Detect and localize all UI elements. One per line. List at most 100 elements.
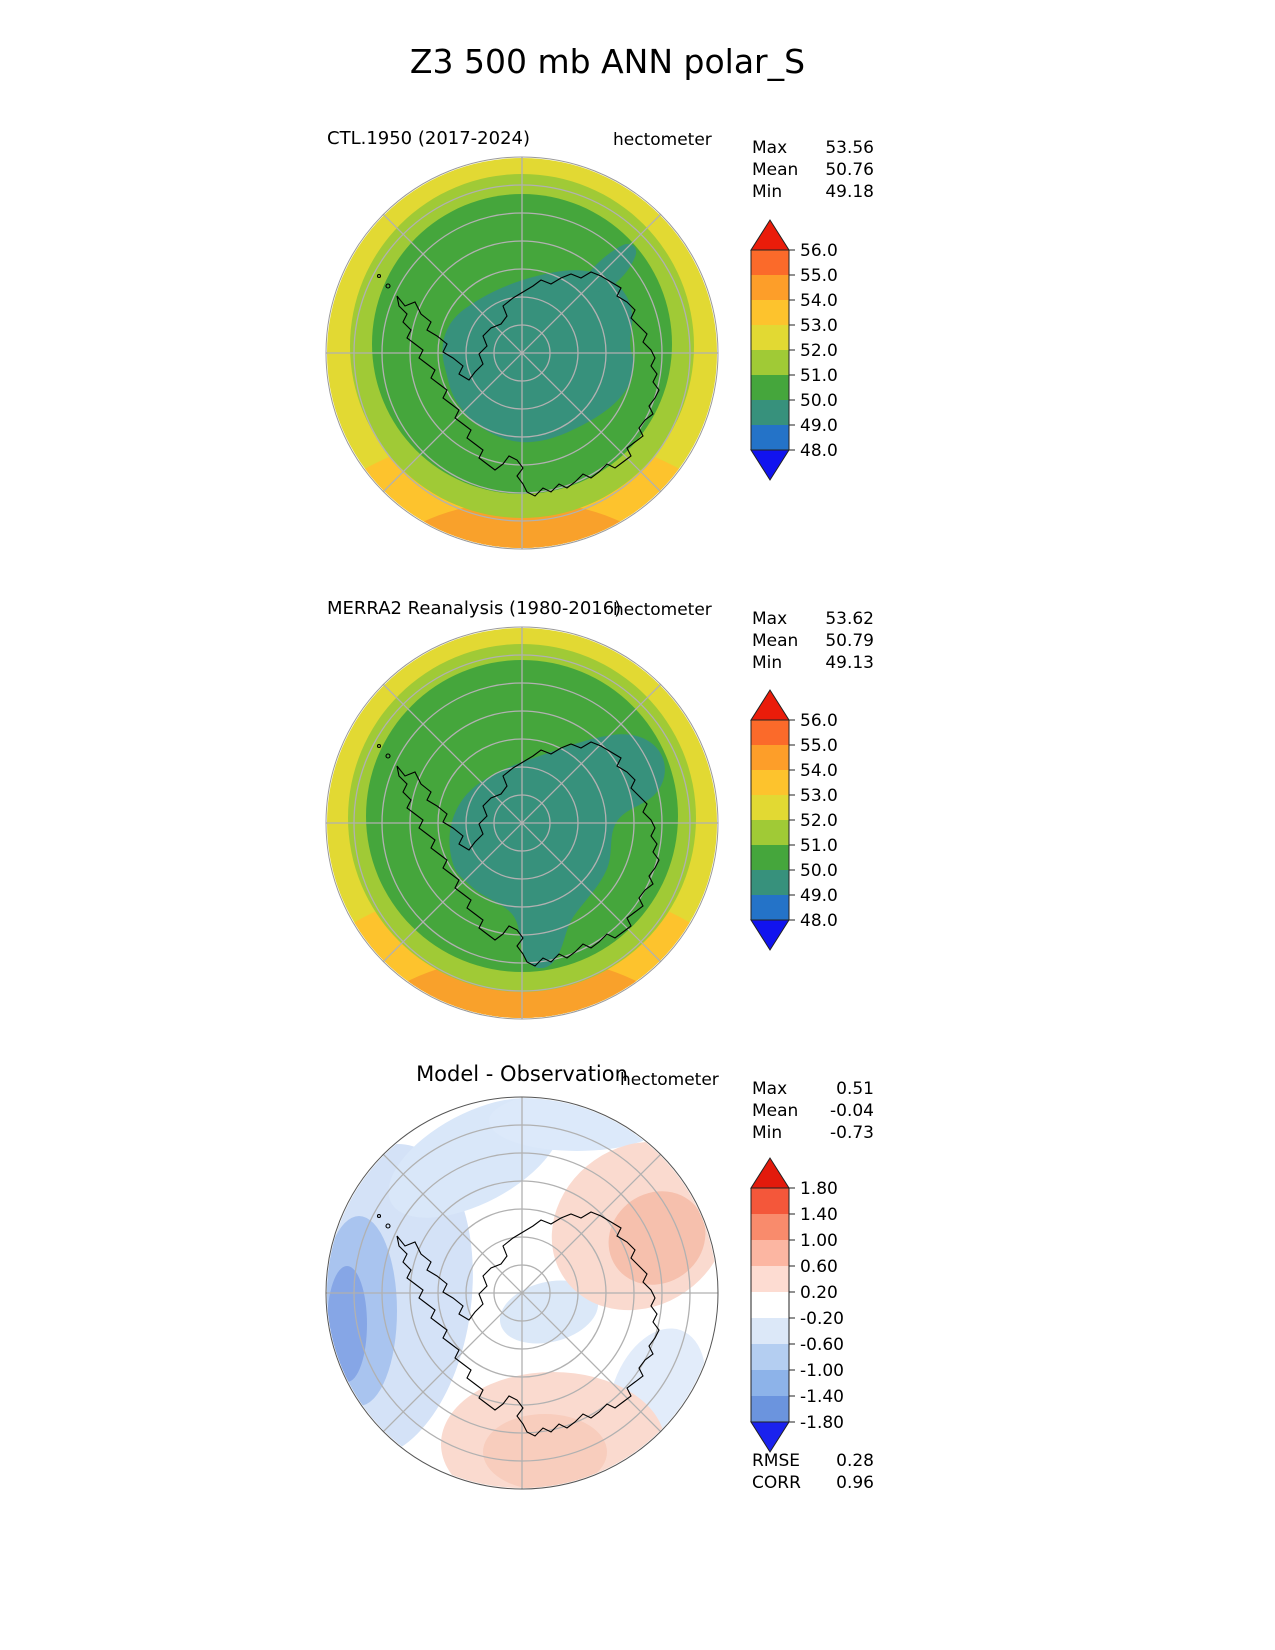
- stat-value: 49.13: [825, 653, 874, 673]
- colorbar-observation: 56.0 55.0 54.0 53.0 52.0 51.0 50.0 49.0 48.0: [750, 689, 862, 956]
- colorbar-band: [751, 400, 789, 425]
- stat-label: Min: [752, 182, 783, 202]
- panel-diff-title: Model - Observation: [416, 1062, 628, 1086]
- stats-block-observation: Max 53.62 Mean 50.79 Min 49.13: [752, 608, 874, 674]
- stat-value: 49.18: [825, 182, 874, 202]
- panel-obs-units: hectometer: [613, 600, 712, 620]
- stat-label: Min: [752, 653, 783, 673]
- colorbar-under-arrow: [750, 919, 790, 951]
- colorbar-band: [751, 425, 789, 450]
- colorbar-tick-label: 1.40: [800, 1205, 838, 1225]
- colorbar-tick-label: 0.60: [800, 1257, 838, 1277]
- metric-value: 0.28: [836, 1451, 874, 1471]
- stat-row: Min 49.13: [752, 652, 874, 674]
- stat-value: 0.51: [836, 1079, 874, 1099]
- stat-value: -0.73: [830, 1123, 874, 1143]
- metric-label: CORR: [752, 1473, 801, 1493]
- colorbar-band: [751, 325, 789, 350]
- colorbar-band: [751, 1240, 789, 1266]
- stat-label: Max: [752, 138, 788, 158]
- colorbar-tick-label: 49.0: [800, 416, 838, 436]
- metric-label: RMSE: [752, 1451, 801, 1471]
- colorbar-band: [751, 275, 789, 300]
- stat-label: Max: [752, 1079, 788, 1099]
- colorbar-over-arrow: [750, 219, 790, 251]
- colorbar-tick-label: 48.0: [800, 911, 838, 931]
- colorbar-tick-label: 0.20: [800, 1283, 838, 1303]
- stat-row: Max 53.62: [752, 608, 874, 630]
- colorbar-tick-label: 51.0: [800, 836, 838, 856]
- colorbar-band: [751, 770, 789, 795]
- colorbar-tick-label: 55.0: [800, 736, 838, 756]
- colorbar-tick-label: 51.0: [800, 366, 838, 386]
- colorbar-band: [751, 1292, 789, 1318]
- panel-model-units: hectometer: [613, 130, 712, 150]
- stats-block-model: Max 53.56 Mean 50.76 Min 49.18: [752, 137, 874, 203]
- colorbar-tick-label: 54.0: [800, 761, 838, 781]
- colorbar-tick-label: 55.0: [800, 266, 838, 286]
- colorbar-tick-label: 53.0: [800, 316, 838, 336]
- map-model: [325, 156, 719, 550]
- stat-row: Mean 50.76: [752, 159, 874, 181]
- stat-label: Min: [752, 1123, 783, 1143]
- stat-label: Mean: [752, 631, 799, 651]
- colorbar-band: [751, 1396, 789, 1422]
- panel-diff-units: hectometer: [620, 1070, 719, 1090]
- colorbar-band: [751, 870, 789, 895]
- colorbar-tick-label: 50.0: [800, 861, 838, 881]
- colorbar-band: [751, 1214, 789, 1240]
- colorbar-tick-label: 48.0: [800, 441, 838, 461]
- stat-row: Min 49.18: [752, 181, 874, 203]
- stat-value: 50.79: [825, 631, 874, 651]
- map-difference: [325, 1096, 719, 1490]
- colorbar-band: [751, 820, 789, 845]
- colorbar-band: [751, 1266, 789, 1292]
- colorbar-over-arrow: [750, 1157, 790, 1189]
- colorbar-difference: 1.80 1.40 1.00 0.60 0.20 -0.20 -0.60 -1.00 -1.40…: [750, 1157, 862, 1458]
- colorbar-tick-label: 1.80: [800, 1179, 838, 1199]
- colorbar-band: [751, 845, 789, 870]
- colorbar-svg: 1.80 1.40 1.00 0.60 0.20 -0.20 -0.60 -1.00 -1.40…: [750, 1157, 844, 1453]
- colorbar-band: [751, 350, 789, 375]
- panel-model-title: CTL.1950 (2017-2024): [327, 128, 531, 149]
- metric-row: RMSE 0.28: [752, 1450, 874, 1472]
- stat-value: 50.76: [825, 160, 874, 180]
- graticule: [325, 626, 719, 1020]
- figure-title: Z3 500 mb ANN polar_S: [409, 42, 806, 81]
- colorbar-band: [751, 1188, 789, 1214]
- colorbar-tick-label: 53.0: [800, 786, 838, 806]
- colorbar-tick-label: 50.0: [800, 391, 838, 411]
- colorbar-tick-label: 54.0: [800, 291, 838, 311]
- colorbar-under-arrow: [750, 1421, 790, 1453]
- colorbar-tick-label: 56.0: [800, 711, 838, 731]
- colorbar-band: [751, 720, 789, 745]
- colorbar-svg: 56.0 55.0 54.0 53.0 52.0 51.0 50.0 49.0 48.0: [750, 689, 838, 951]
- colorbar-tick-label: 56.0: [800, 241, 838, 261]
- stat-label: Max: [752, 609, 788, 629]
- stat-row: Min -0.73: [752, 1122, 874, 1144]
- stat-value: -0.04: [830, 1101, 874, 1121]
- colorbar-band: [751, 745, 789, 770]
- colorbar-band: [751, 1344, 789, 1370]
- stat-row: Max 0.51: [752, 1078, 874, 1100]
- stat-row: Mean -0.04: [752, 1100, 874, 1122]
- metrics-block: RMSE 0.28 CORR 0.96: [752, 1450, 874, 1494]
- colorbar-tick-label: 52.0: [800, 811, 838, 831]
- metric-row: CORR 0.96: [752, 1472, 874, 1494]
- colorbar-tick-label: -0.20: [800, 1309, 844, 1329]
- graticule: [325, 156, 719, 550]
- stat-row: Max 53.56: [752, 137, 874, 159]
- stat-value: 53.56: [825, 138, 874, 158]
- colorbar-tick-label: -1.80: [800, 1413, 844, 1433]
- stats-block-difference: Max 0.51 Mean -0.04 Min -0.73: [752, 1078, 874, 1144]
- map-observation: [325, 626, 719, 1020]
- stat-label: Mean: [752, 160, 799, 180]
- colorbar-band: [751, 1318, 789, 1344]
- colorbar-band: [751, 375, 789, 400]
- stat-value: 53.62: [825, 609, 874, 629]
- colorbar-model: 56.0 55.0 54.0 53.0 52.0 51.0 50.0 49.0 48.0: [750, 219, 862, 486]
- colorbar-band: [751, 795, 789, 820]
- colorbar-tick-label: -0.60: [800, 1335, 844, 1355]
- graticule: [325, 1096, 719, 1490]
- colorbar-svg: 56.0 55.0 54.0 53.0 52.0 51.0 50.0 49.0 48.0: [750, 219, 838, 481]
